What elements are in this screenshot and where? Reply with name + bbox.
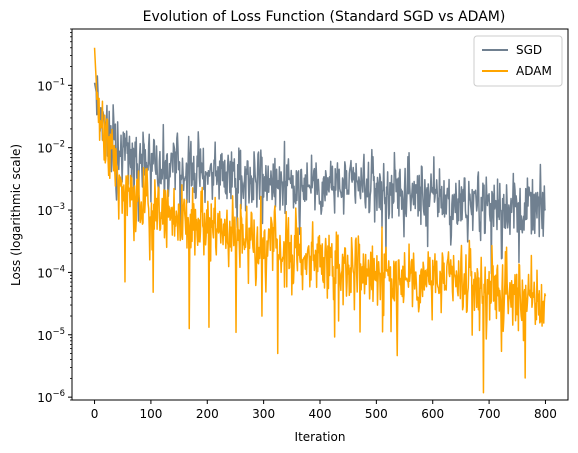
legend: SGD ADAM [473, 35, 563, 87]
y-tick-label: 10−4 [37, 264, 65, 280]
legend-label-sgd: SGD [516, 43, 542, 57]
y-tick-label: 10−5 [37, 327, 65, 343]
y-tick-label: 10−3 [37, 202, 65, 218]
x-axis-label: Iteration [295, 430, 346, 444]
y-axis-label: Loss (logarithmic scale) [9, 144, 23, 286]
chart-title: Evolution of Loss Function (Standard SGD… [143, 9, 506, 25]
legend-label-adam: ADAM [516, 64, 552, 78]
x-tick-label: 100 [139, 407, 162, 421]
y-tick-label: 10−6 [37, 389, 65, 405]
y-tick-label: 10−2 [37, 140, 65, 156]
x-tick-label: 800 [534, 407, 557, 421]
x-axis: 0 100 200 300 400 500 600 700 800 [91, 400, 557, 421]
x-tick-label: 400 [309, 407, 332, 421]
x-tick-label: 200 [196, 407, 219, 421]
x-tick-label: 0 [91, 407, 99, 421]
series-layer [93, 47, 547, 394]
series-line-adam [93, 47, 547, 394]
y-tick-label: 10−1 [37, 77, 65, 93]
legend-box [473, 35, 563, 87]
y-axis: 10−6 10−5 10−4 10−3 10−2 10−1 [37, 28, 72, 405]
series-line-sgd [93, 75, 547, 275]
x-tick-label: 500 [365, 407, 388, 421]
x-tick-label: 700 [478, 407, 501, 421]
x-tick-label: 300 [252, 407, 275, 421]
x-tick-label: 600 [421, 407, 444, 421]
